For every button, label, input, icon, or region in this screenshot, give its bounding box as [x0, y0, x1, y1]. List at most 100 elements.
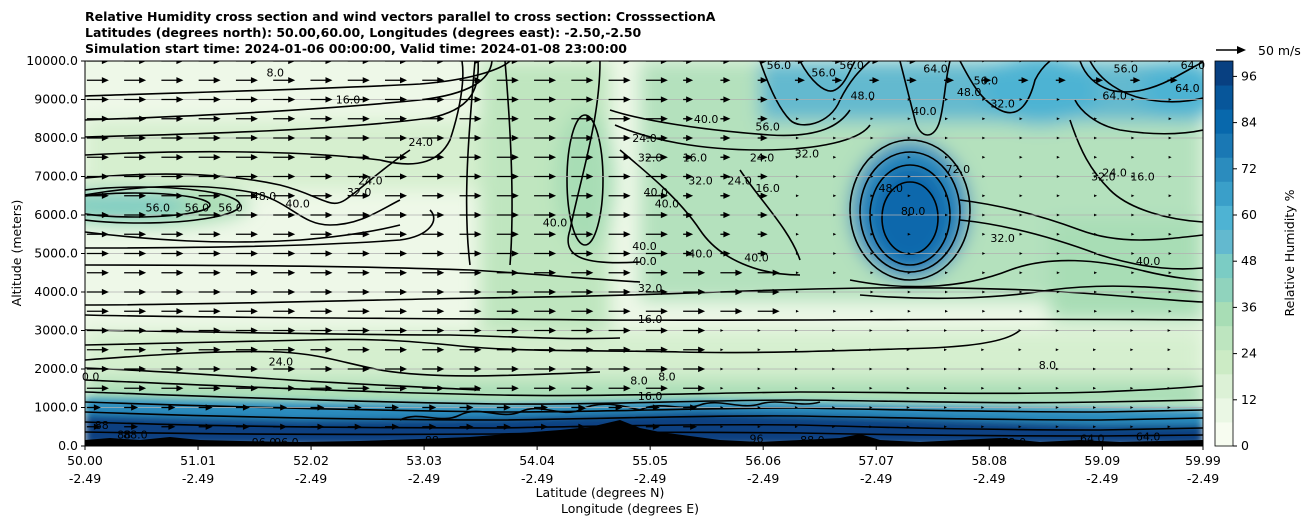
wind-arrow [161, 346, 184, 353]
wind-arrow [459, 77, 482, 84]
wind-arrow [1168, 309, 1172, 313]
wind-arrow [198, 385, 221, 392]
wind-arrow [907, 232, 911, 236]
wind-arrow [459, 192, 482, 199]
wind-arrow [683, 288, 706, 296]
wind-arrow [794, 406, 798, 409]
wind-arrow [795, 117, 799, 121]
svg-text:96.0: 96.0 [252, 436, 277, 449]
wind-arrow [496, 231, 519, 238]
wind-arrow [422, 365, 445, 373]
wind-arrow [683, 134, 694, 142]
wind-arrow [608, 423, 623, 430]
wind-arrow [608, 231, 631, 238]
wind-arrow [906, 425, 910, 429]
colorbar-segment [1215, 373, 1233, 399]
wind-arrow [1055, 329, 1059, 332]
wind-arrow [982, 155, 986, 159]
wind-arrow [944, 252, 948, 255]
wind-arrow [683, 365, 706, 373]
wind-arrow [608, 269, 631, 276]
wind-arrow [534, 231, 557, 238]
wind-arrow [571, 269, 594, 276]
wind-arrow [347, 173, 370, 180]
wind-arrow [161, 96, 184, 103]
wind-arrow [982, 117, 986, 121]
wind-arrow [982, 194, 986, 198]
wind-arrow [645, 61, 668, 65]
svg-text:88: 88 [117, 428, 131, 441]
svg-text:96.0: 96.0 [274, 436, 299, 449]
wind-arrow [1019, 309, 1023, 313]
wind-arrow [422, 173, 445, 180]
wind-arrow [273, 173, 296, 180]
contour-label: 24.0 [750, 151, 775, 164]
wind-arrow [907, 309, 911, 313]
wind-arrow [198, 61, 221, 65]
wind-arrow [608, 173, 631, 180]
svg-text:8.0: 8.0 [630, 375, 648, 388]
wind-arrow [645, 308, 668, 315]
wind-arrow [608, 192, 631, 199]
wind-arrow [1056, 117, 1060, 121]
wind-arrow [86, 308, 109, 315]
wind-arrow [422, 327, 445, 334]
wind-arrow [1130, 348, 1134, 352]
svg-text:8.0: 8.0 [1039, 359, 1057, 372]
wind-arrow [1130, 425, 1134, 429]
wind-arrow [870, 175, 874, 178]
contour-label: 56.0 [145, 201, 170, 214]
wind-arrow [198, 154, 221, 161]
wind-arrow [86, 134, 109, 142]
wind-arrow [720, 61, 731, 65]
wind-arrow [1019, 271, 1023, 275]
wind-arrow [645, 173, 668, 180]
wind-arrow [235, 115, 258, 122]
wind-arrow [198, 192, 221, 199]
wind-arrow [198, 173, 221, 180]
x-tick-label-lon: -2.49 [973, 471, 1005, 486]
wind-arrow [273, 269, 296, 276]
svg-text:72.0: 72.0 [946, 163, 971, 176]
x-tick-label-lon: -2.49 [408, 471, 440, 486]
wind-arrow [720, 269, 743, 276]
wind-arrow [944, 213, 948, 217]
contour-label: 56.0 [974, 74, 999, 87]
wind-arrow [161, 231, 184, 238]
wind-arrow [235, 346, 258, 353]
contour-label: 24.0 [727, 174, 752, 187]
wind-arrow [720, 192, 731, 199]
wind-arrow [459, 154, 482, 161]
svg-text:32.0: 32.0 [990, 97, 1015, 110]
contour-label: 40.0 [655, 197, 680, 210]
contour-label: 88.0 [800, 434, 825, 447]
colorbar-tick-label: 12 [1241, 392, 1257, 407]
wind-arrow [870, 309, 874, 313]
wind-arrow [1055, 406, 1059, 409]
wind-arrow [459, 211, 482, 219]
y-tick-label: 6000.0 [34, 207, 78, 222]
wind-arrow [571, 96, 594, 103]
wind-arrow [124, 346, 147, 353]
wind-arrow [757, 77, 768, 84]
contour-label: 40.0 [694, 113, 719, 126]
wind-arrow [683, 404, 698, 411]
svg-text:32.0: 32.0 [347, 186, 372, 199]
wind-arrow [86, 365, 109, 373]
y-tick-label: 4000.0 [34, 284, 78, 299]
svg-text:32.0: 32.0 [688, 174, 713, 187]
wind-arrow [459, 61, 482, 65]
x-tick-label-lat: 56.06 [745, 453, 781, 468]
wind-arrow [1168, 194, 1172, 198]
wind-arrow [273, 154, 296, 161]
contour-label: 32.0 [1091, 171, 1116, 184]
svg-text:56.0: 56.0 [218, 201, 243, 214]
wind-arrow [795, 155, 799, 159]
contour-label: 80.0 [901, 205, 926, 218]
svg-text:24.0: 24.0 [727, 174, 752, 187]
svg-text:64.0: 64.0 [1181, 59, 1206, 72]
wind-arrow [496, 365, 519, 373]
wind-arrow [1130, 367, 1134, 371]
wind-arrow [310, 173, 333, 180]
wind-arrow [198, 423, 213, 430]
